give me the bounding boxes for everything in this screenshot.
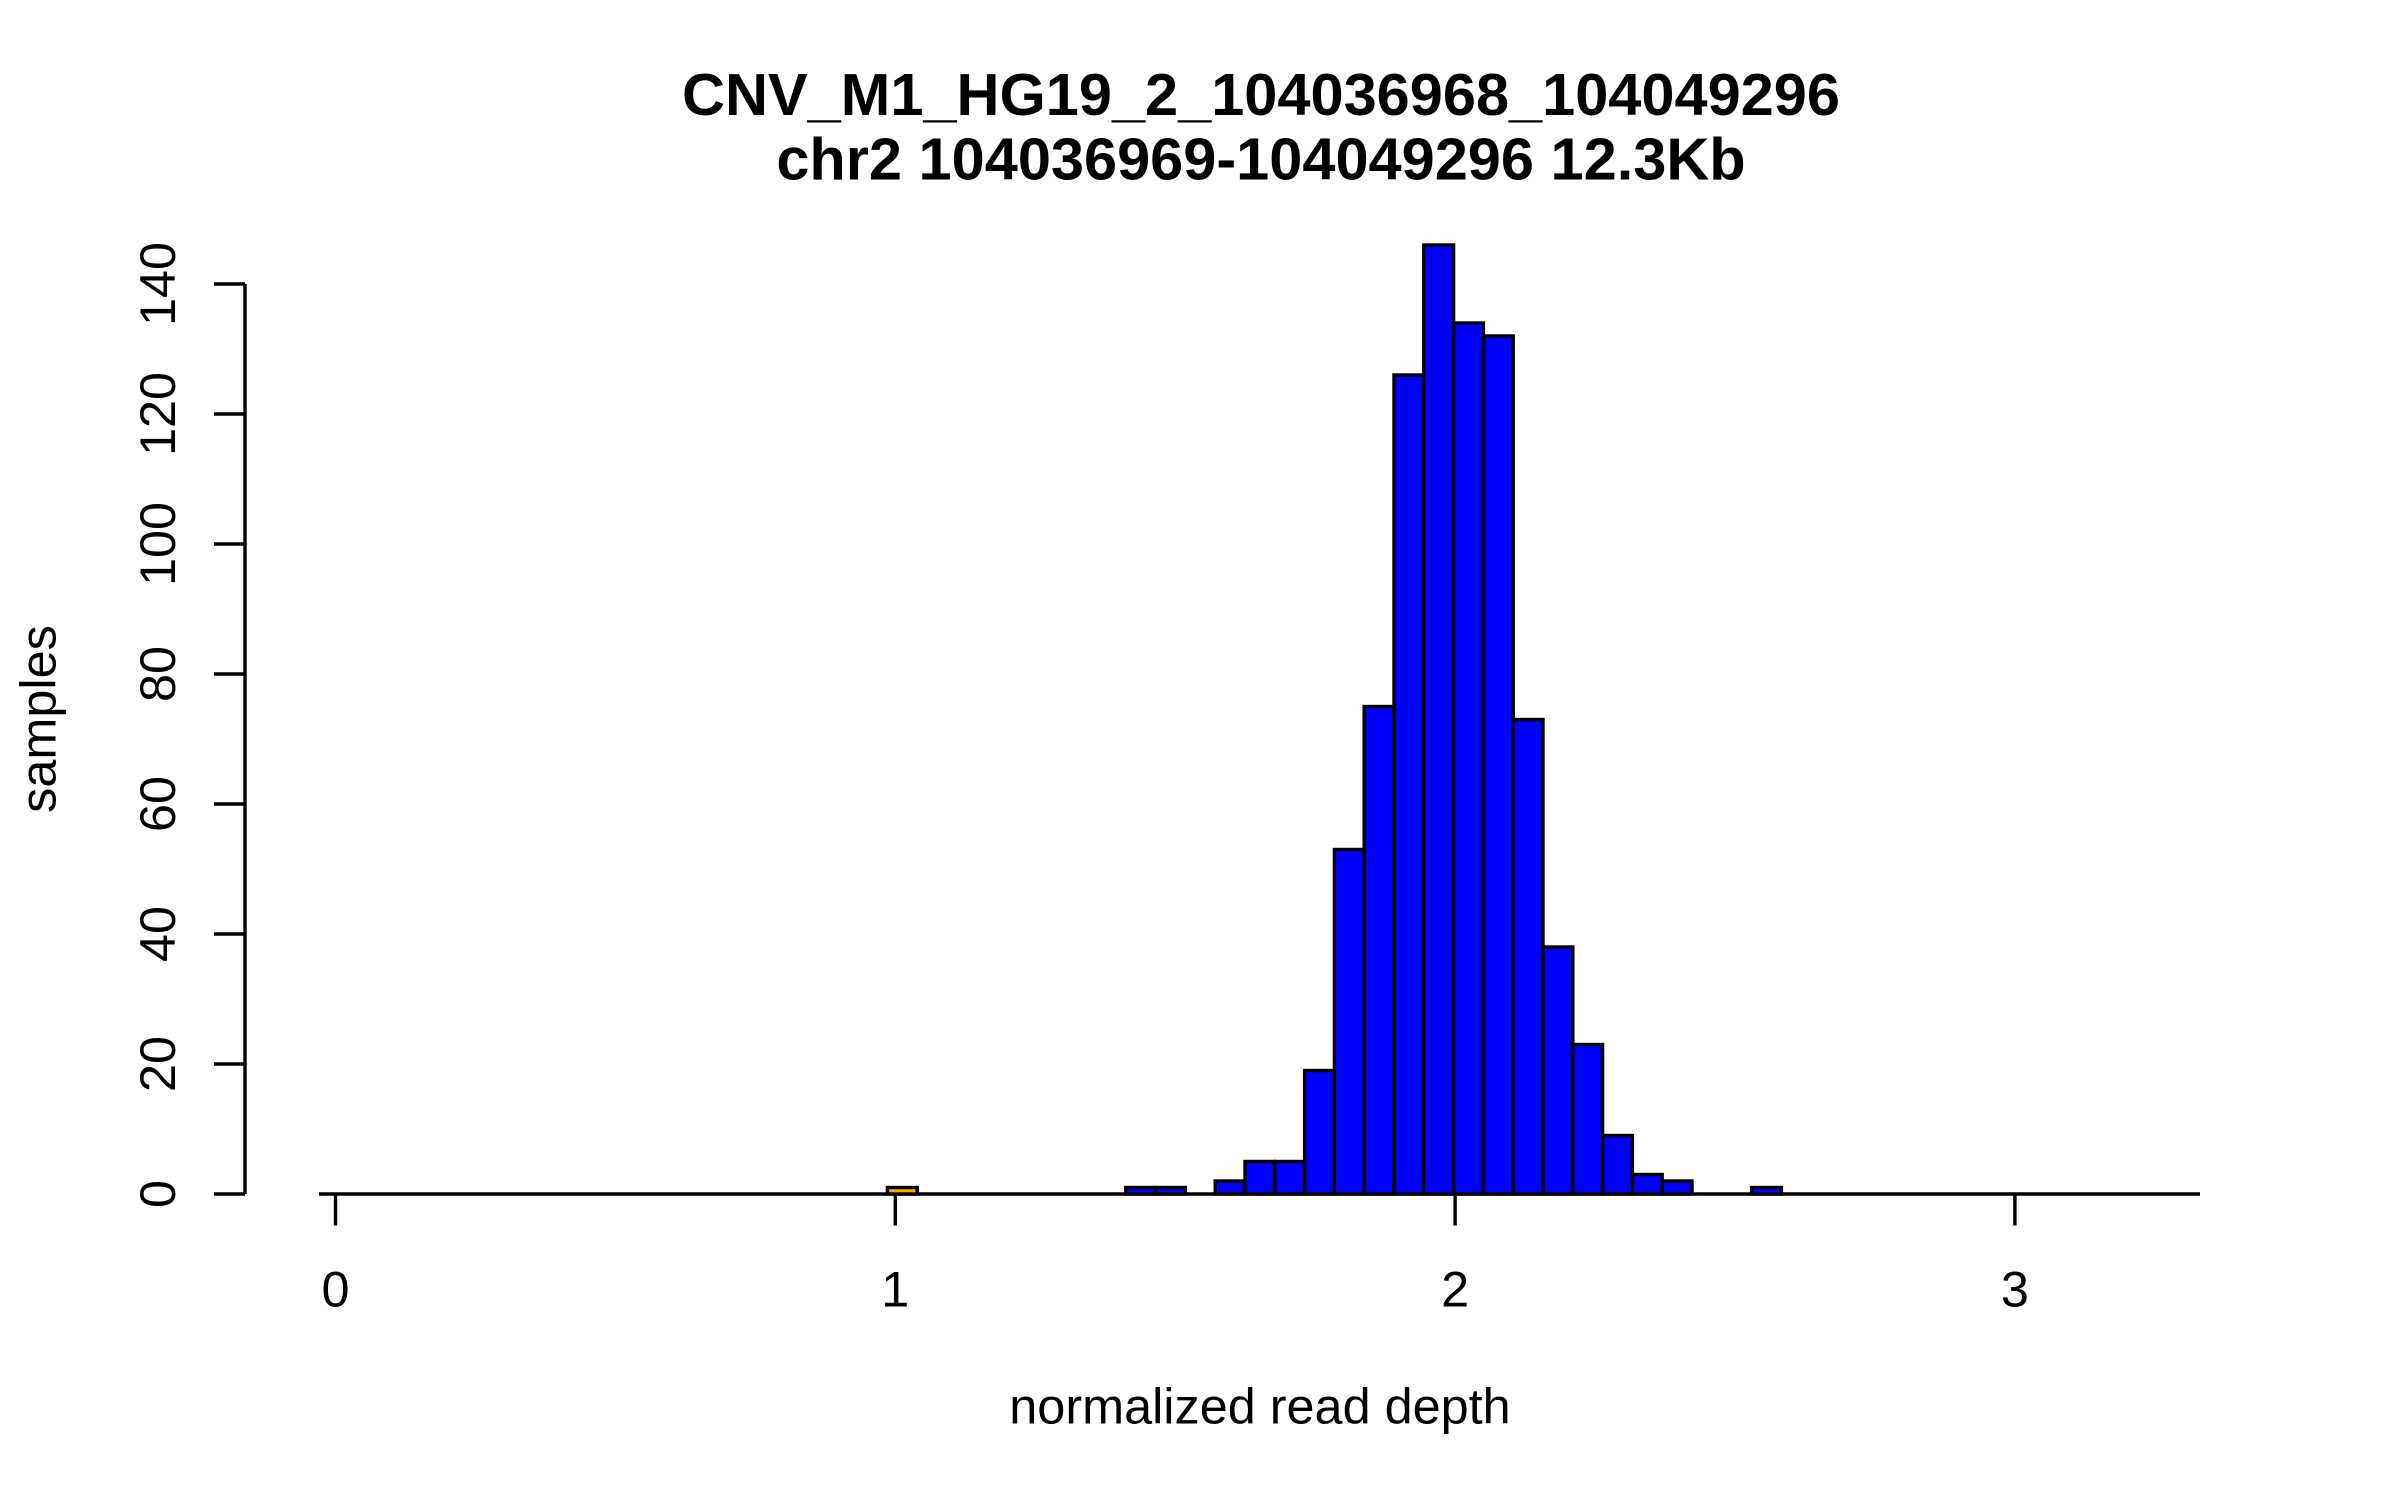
svg-text:0: 0 [129, 1180, 186, 1208]
svg-text:3: 3 [2001, 1261, 2029, 1318]
svg-text:0: 0 [321, 1261, 349, 1318]
svg-text:normalized read depth: normalized read depth [1009, 1378, 1510, 1435]
svg-text:chr2 104036969-104049296 12.3K: chr2 104036969-104049296 12.3Kb [776, 126, 1745, 193]
svg-text:CNV_M1_HG19_2_104036968_104049: CNV_M1_HG19_2_104036968_104049296 [682, 61, 1840, 128]
svg-text:1: 1 [881, 1261, 909, 1318]
svg-text:samples: samples [10, 625, 67, 813]
svg-text:100: 100 [129, 502, 186, 586]
svg-text:120: 120 [129, 372, 186, 456]
svg-text:60: 60 [129, 776, 186, 832]
svg-text:40: 40 [129, 906, 186, 962]
svg-text:140: 140 [129, 242, 186, 326]
svg-text:80: 80 [129, 646, 186, 702]
svg-text:20: 20 [129, 1036, 186, 1092]
svg-text:2: 2 [1441, 1261, 1469, 1318]
